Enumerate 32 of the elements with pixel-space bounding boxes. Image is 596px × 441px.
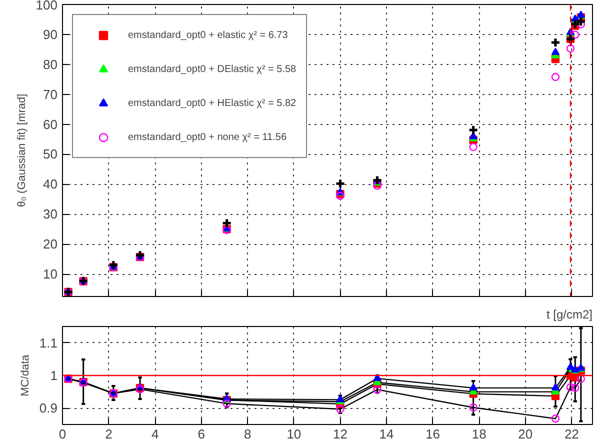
y-tick-label: 90 (43, 26, 58, 42)
y-tick-label: 10 (43, 266, 58, 282)
y-tick-label: 70 (43, 86, 58, 102)
y-tick-label: 100 (36, 0, 58, 12)
legend-label: emstandard_opt0 + DElastic χ² = 5.58 (128, 64, 296, 74)
y-tick-label: 1 (50, 368, 58, 383)
x-axis-title: t [g/cm2] (546, 308, 592, 322)
legend-label: emstandard_opt0 + HElastic χ² = 5.82 (128, 98, 296, 108)
x-tick-label: 14 (379, 426, 394, 441)
y-tick-label: 50 (43, 146, 58, 162)
x-tick-label: 10 (286, 426, 302, 441)
x-tick-label: 2 (105, 426, 112, 441)
y-axis-title: θ₀ (Gaussian fit) [mrad] (16, 94, 28, 208)
y-tick-label: 80 (43, 56, 58, 72)
y-axis-title: MC/data (19, 354, 32, 396)
x-tick-label: 18 (472, 426, 486, 441)
legend-label: emstandard_opt0 + elastic χ² = 6.73 (128, 30, 288, 40)
y-tick-label: 0.9 (39, 400, 58, 416)
legend-label: emstandard_opt0 + none χ² = 11.56 (128, 132, 287, 142)
x-tick-label: 22 (564, 426, 579, 441)
y-tick-label: 20 (43, 236, 58, 252)
y-tick-label: 30 (43, 206, 58, 222)
x-tick-label: 12 (333, 426, 348, 441)
x-tick-label: 8 (244, 426, 252, 441)
x-tick-label: 16 (426, 426, 440, 441)
y-tick-label: 1.1 (39, 335, 58, 350)
y-tick-label: 40 (43, 176, 58, 192)
y-tick-label: 60 (43, 116, 58, 132)
x-tick-label: 4 (151, 426, 159, 441)
x-tick-label: 20 (518, 426, 533, 441)
x-tick-label: 6 (198, 426, 205, 441)
x-tick-label: 0 (58, 426, 66, 441)
